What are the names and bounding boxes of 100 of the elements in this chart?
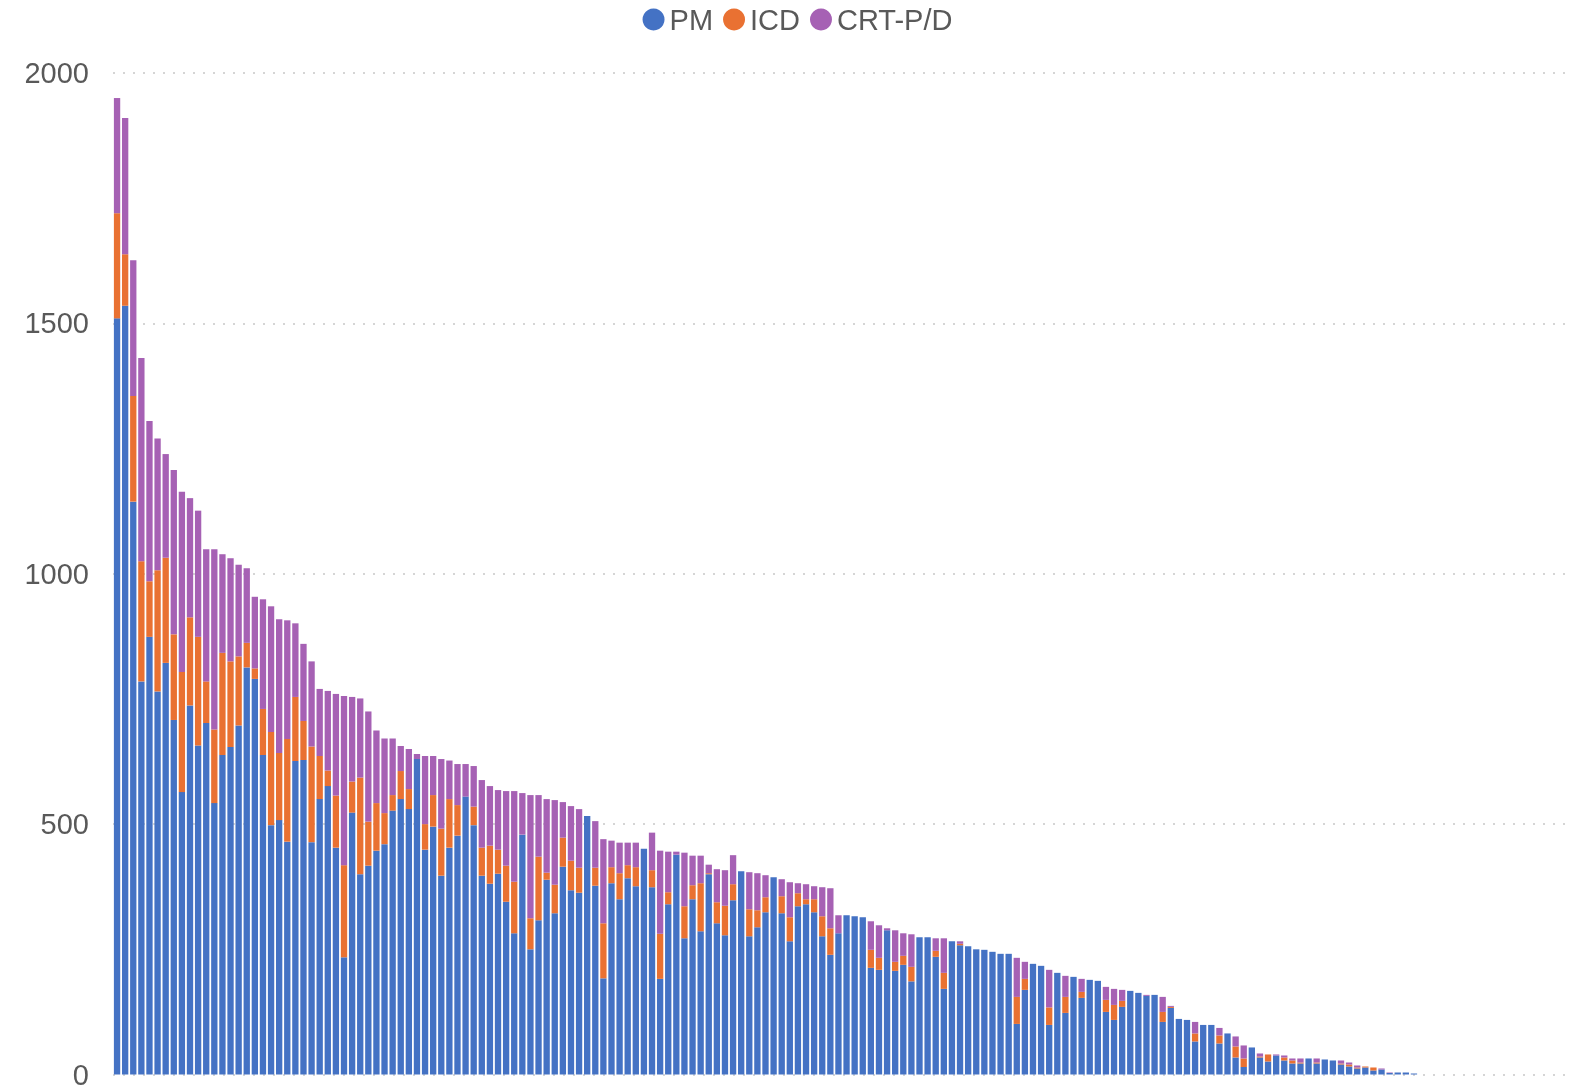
bar [1013,996,1020,1024]
bar [421,824,429,850]
bar [1159,1021,1166,1075]
bar [316,799,323,1075]
bar [1102,999,1110,1012]
bar [908,934,915,967]
bar [892,930,899,962]
bar [178,671,186,793]
bar [1078,991,1085,998]
y-tick-label: 500 [40,808,89,841]
bar [405,749,413,790]
bar [470,806,477,826]
bar [178,491,186,672]
bar [397,746,404,772]
y-tick-label: 2000 [24,57,89,89]
bar [122,305,129,1075]
bar [1264,1054,1272,1062]
bar [665,904,672,1075]
bar [178,792,186,1075]
bar [1248,1047,1255,1075]
bar [786,917,793,942]
bar [551,800,558,885]
bar [956,945,964,1075]
bar [1062,996,1069,1013]
bar [721,905,729,936]
bar [1402,1072,1409,1075]
bar [389,795,396,811]
bar [778,879,785,897]
bar [511,881,518,934]
bar [1021,978,1029,990]
bar [1118,989,1126,1001]
bar [438,875,445,1075]
bar [640,848,648,1075]
bar [592,821,599,868]
bar [721,870,729,906]
bar [867,949,875,968]
bar [486,883,494,1075]
bar [648,887,656,1075]
bar [267,825,275,1075]
bar [470,825,477,1075]
bar [494,790,502,850]
bar [1037,965,1045,1075]
bar [559,802,567,838]
bar [122,118,129,255]
bar [243,667,250,1075]
bar [575,867,583,893]
bar [673,854,680,1075]
bar [632,867,639,887]
bar [211,803,218,1075]
bar [430,756,437,796]
bar [713,902,721,924]
bar [130,260,137,396]
bar [875,969,883,1075]
bar [259,599,267,709]
bar [567,806,575,861]
bar [170,470,177,635]
bar [892,970,899,1075]
bar [778,913,785,1075]
bar [438,828,445,876]
bar [875,957,883,970]
bar [340,865,348,958]
bar [519,834,526,1075]
bar [729,855,737,885]
bar [1159,1011,1166,1022]
bar [251,596,259,669]
bar [162,557,169,663]
bar [243,568,250,643]
bar [511,791,518,882]
bar [559,837,567,867]
bar [1256,1057,1264,1075]
bar [900,933,907,956]
bar [203,549,210,682]
bar [324,690,331,771]
bar [194,636,202,746]
bar [648,832,656,871]
bar [470,766,477,807]
bar [170,634,177,720]
legend-label: CRT-P/D [836,3,953,36]
bar [211,549,218,730]
bar [122,254,129,306]
bar [413,759,421,1075]
legend-label: ICD [750,3,800,36]
bar [794,883,802,894]
bar [567,890,575,1075]
bar [786,941,793,1075]
legend-label: PM [669,3,714,36]
bar [478,847,485,876]
bar [1264,1061,1272,1075]
bar [883,928,891,931]
bar [430,795,437,827]
bar [892,961,899,971]
bar [502,901,510,1075]
bar [592,867,599,886]
bar [551,884,558,914]
bar [203,722,210,1075]
bar [867,921,875,950]
bar [486,786,494,846]
bar [729,900,737,1075]
bar [113,318,121,1075]
bar [1167,1007,1174,1075]
